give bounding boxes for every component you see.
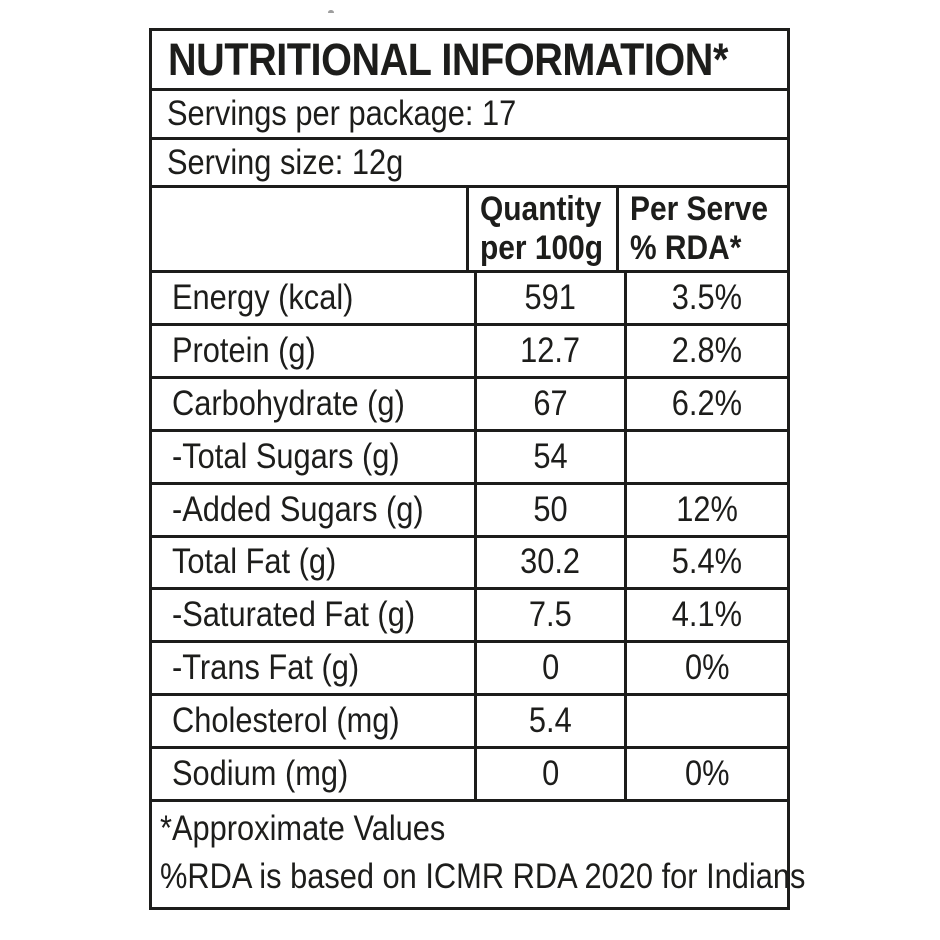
nutrition-label-sheet: NUTRITIONAL INFORMATION* Servings per pa… bbox=[136, 13, 805, 927]
quantity-value: 7.5 bbox=[529, 595, 572, 635]
footnote-approximate-values: *Approximate Values bbox=[160, 809, 446, 849]
nutrient-name: Cholesterol (mg) bbox=[172, 701, 400, 741]
rda-value: 0% bbox=[684, 648, 730, 688]
quantity-value: 0 bbox=[541, 754, 560, 794]
footnote-rda-basis: %RDA is based on ICMR RDA 2020 for India… bbox=[160, 857, 806, 897]
quantity-value: 50 bbox=[533, 489, 568, 529]
table-row-saturated-fat: -Saturated Fat (g) 7.5 4.1% bbox=[152, 590, 787, 644]
column-header-row: Quantity per 100g Per Serve % RDA* bbox=[152, 188, 787, 273]
rda-value: 5.4% bbox=[671, 542, 743, 582]
quantity-column-header: Quantity per 100g bbox=[466, 188, 616, 270]
table-row-added-sugars: -Added Sugars (g) 50 12% bbox=[152, 484, 787, 538]
quantity-value: 30.2 bbox=[520, 542, 581, 582]
nutrient-name: Protein (g) bbox=[172, 330, 316, 370]
nutrient-name: -Added Sugars (g) bbox=[172, 489, 424, 529]
quantity-header-line2: per 100g bbox=[480, 229, 604, 267]
table-row-energy: Energy (kcal) 591 3.5% bbox=[152, 273, 787, 326]
rda-value: 3.5% bbox=[671, 277, 743, 317]
table-row-carbohydrate: Carbohydrate (g) 67 6.2% bbox=[152, 378, 787, 432]
serving-size-text: Serving size: 12g bbox=[167, 142, 404, 182]
nutrient-column-header bbox=[152, 188, 466, 270]
rda-value: 4.1% bbox=[671, 595, 743, 635]
per-serve-header-line1: Per Serve bbox=[630, 190, 769, 228]
nutrition-title-row: NUTRITIONAL INFORMATION* bbox=[152, 31, 787, 91]
nutrient-name: -Saturated Fat (g) bbox=[172, 595, 416, 635]
rda-value: 12% bbox=[676, 489, 738, 529]
nutrient-name: -Total Sugars (g) bbox=[172, 436, 400, 476]
footnotes-row: *Approximate Values %RDA is based on ICM… bbox=[152, 802, 805, 907]
serving-size-row: Serving size: 12g bbox=[152, 140, 787, 188]
print-speck-artifact bbox=[328, 10, 334, 15]
table-row-trans-fat: -Trans Fat (g) 0 0% bbox=[152, 643, 787, 697]
quantity-value: 12.7 bbox=[520, 330, 581, 370]
per-serve-header-line2: % RDA* bbox=[630, 229, 742, 267]
nutrient-name: Energy (kcal) bbox=[172, 277, 354, 317]
quantity-value: 591 bbox=[524, 277, 577, 317]
quantity-value: 54 bbox=[533, 436, 568, 476]
rda-value: 0% bbox=[684, 754, 730, 794]
table-row-sodium: Sodium (mg) 0 0% bbox=[152, 749, 787, 803]
quantity-value: 5.4 bbox=[529, 701, 572, 741]
nutrition-title: NUTRITIONAL INFORMATION* bbox=[168, 33, 728, 85]
rda-value: 6.2% bbox=[671, 383, 743, 423]
servings-per-package-text: Servings per package: 17 bbox=[167, 94, 517, 133]
nutrient-name: -Trans Fat (g) bbox=[172, 648, 360, 688]
per-serve-column-header: Per Serve % RDA* bbox=[616, 188, 787, 270]
table-row-protein: Protein (g) 12.7 2.8% bbox=[152, 325, 787, 379]
quantity-value: 0 bbox=[541, 648, 560, 688]
quantity-header-line1: Quantity bbox=[480, 190, 602, 228]
rda-value: 2.8% bbox=[671, 330, 743, 370]
nutrition-table: NUTRITIONAL INFORMATION* Servings per pa… bbox=[149, 28, 805, 910]
nutrient-name: Sodium (mg) bbox=[172, 754, 349, 794]
table-row-total-sugars: -Total Sugars (g) 54 bbox=[152, 431, 787, 485]
quantity-value: 67 bbox=[533, 383, 568, 423]
table-row-total-fat: Total Fat (g) 30.2 5.4% bbox=[152, 537, 787, 591]
nutrient-name: Carbohydrate (g) bbox=[172, 383, 405, 423]
servings-per-package-row: Servings per package: 17 bbox=[152, 91, 787, 140]
nutrient-name: Total Fat (g) bbox=[172, 542, 337, 582]
table-row-cholesterol: Cholesterol (mg) 5.4 bbox=[152, 696, 787, 750]
